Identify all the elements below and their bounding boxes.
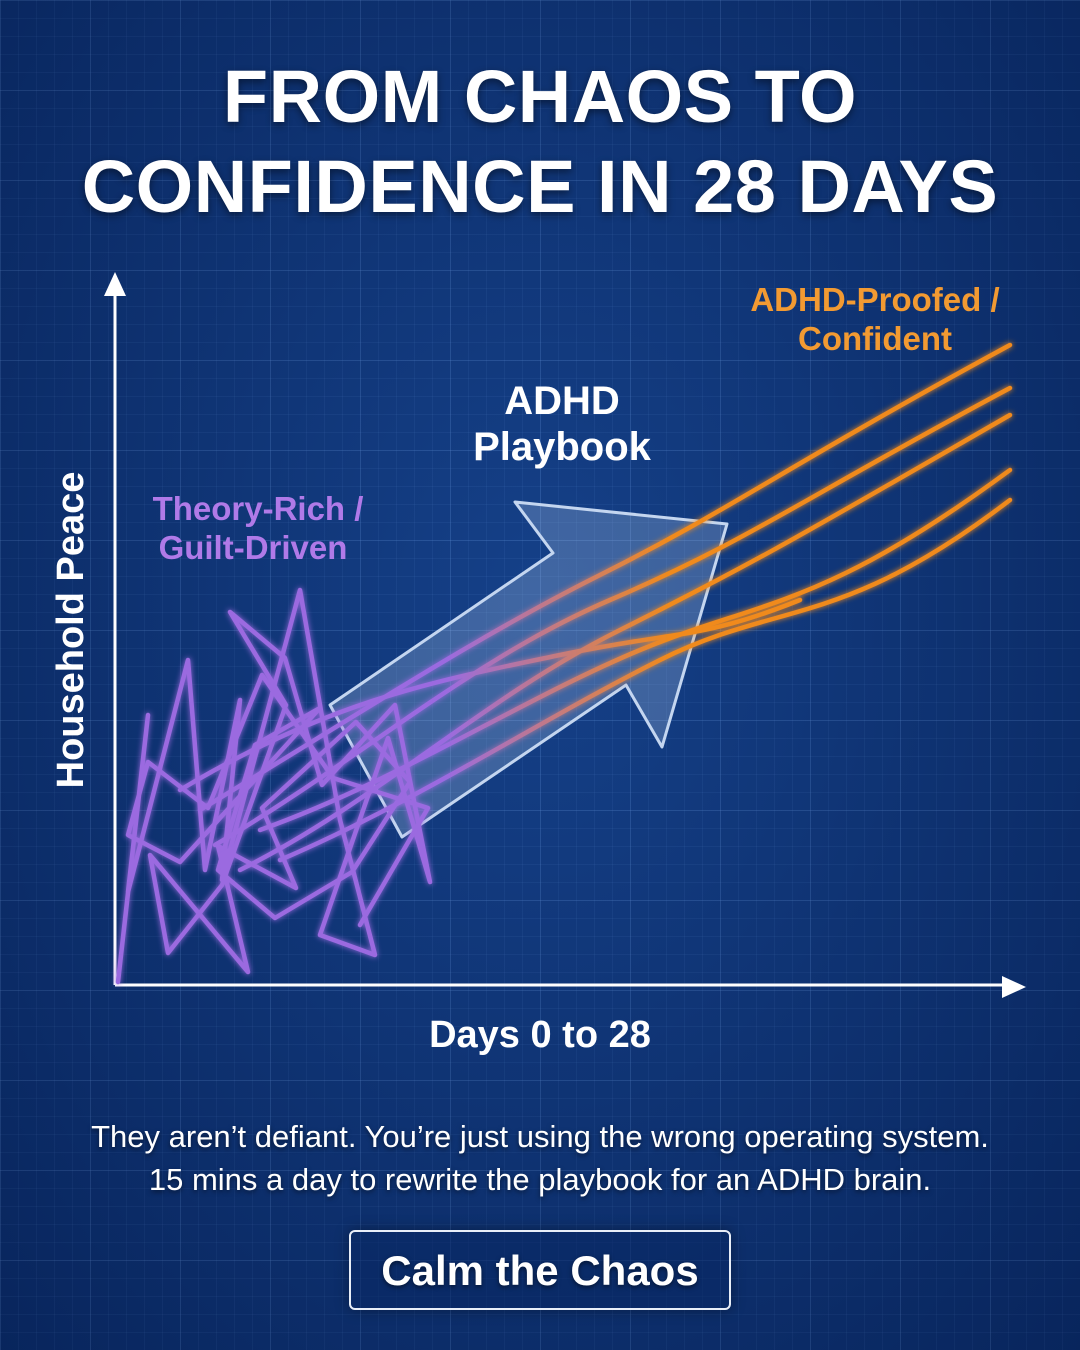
headline: FROM CHAOS TO CONFIDENCE IN 28 DAYS	[40, 52, 1040, 232]
y-axis-arrowhead	[104, 272, 126, 296]
subtext-line-2: 15 mins a day to rewrite the playbook fo…	[148, 1162, 932, 1197]
calm-the-chaos-button[interactable]: Calm the Chaos	[349, 1230, 731, 1310]
strand-5	[277, 497, 1013, 863]
x-axis-arrowhead	[1002, 976, 1026, 998]
strand-4	[257, 467, 1013, 833]
headline-line-1: FROM CHAOS TO	[222, 55, 858, 138]
axes	[104, 272, 1026, 998]
y-axis-label: Household Peace	[50, 472, 92, 789]
chaos-label-line-2: Guilt-Driven	[159, 529, 348, 566]
subtext: They aren’t defiant. You’re just using t…	[20, 1115, 1060, 1201]
strand-3	[237, 412, 1013, 873]
strand-6	[177, 597, 803, 793]
chaos-label: Theory-Rich / Guilt-Driven	[153, 490, 364, 566]
confident-label: ADHD-Proofed / Confident	[750, 281, 999, 357]
arrow-label-line-2: Playbook	[473, 425, 652, 469]
confident-label-line-1: ADHD-Proofed /	[750, 281, 999, 318]
chaos-scribble	[115, 587, 433, 985]
confident-label-line-2: Confident	[798, 320, 952, 357]
strands	[177, 342, 1013, 873]
strand-2	[212, 385, 1013, 848]
arrow-label: ADHD Playbook	[473, 379, 652, 469]
x-axis-label: Days 0 to 28	[429, 1014, 651, 1056]
subtext-line-1: They aren’t defiant. You’re just using t…	[91, 1119, 989, 1154]
chaos-label-line-1: Theory-Rich /	[153, 490, 364, 527]
arrow-label-line-1: ADHD	[504, 379, 620, 423]
headline-line-2: CONFIDENCE IN 28 DAYS	[81, 145, 999, 228]
strand-1	[197, 342, 1013, 813]
chaos-scribble-line	[115, 587, 433, 985]
playbook-arrow	[328, 500, 729, 839]
